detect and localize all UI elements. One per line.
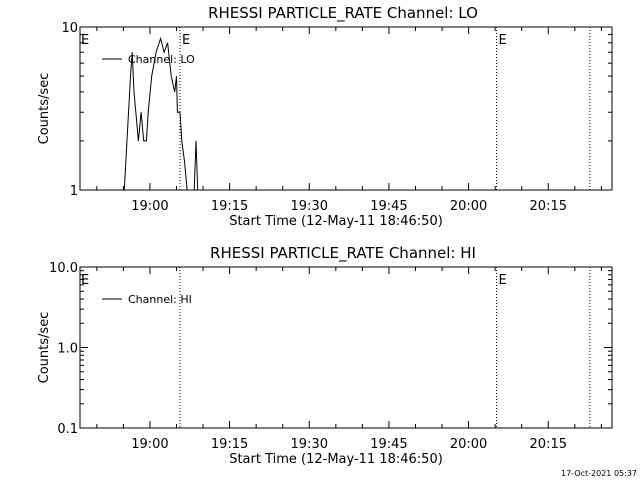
hi-channel-panel: RHESSI PARTICLE_RATE Channel: HI Start Ti… — [37, 244, 613, 467]
y-tick-label: 1 — [70, 184, 78, 199]
x-tick-label: 20:00 — [450, 199, 487, 214]
footer-timestamp: 17-Oct-2021 05:37 — [561, 469, 637, 478]
x-axis-label: Start Time (12-May-11 18:46:50) — [229, 452, 443, 467]
legend-entry: Channel: LO — [128, 53, 195, 66]
y-tick-label: 10 — [61, 21, 78, 36]
series-line — [118, 36, 199, 191]
y-tick-label: 10.0 — [49, 261, 78, 276]
x-tick-label: 19:15 — [211, 437, 248, 452]
edge-marker-label: E — [81, 273, 89, 288]
y-axis-label: Counts/sec — [37, 312, 52, 384]
x-tick-label: 19:45 — [370, 437, 407, 452]
plot-frame — [79, 26, 613, 191]
plot-frame — [79, 266, 613, 429]
x-tick-label: 20:15 — [530, 199, 567, 214]
legend-entry: Channel: HI — [128, 293, 192, 306]
x-tick-label: 20:00 — [450, 437, 487, 452]
event-marker-label: E — [498, 273, 506, 288]
x-tick-label: 19:00 — [131, 437, 168, 452]
y-tick-label: 1.0 — [57, 342, 78, 357]
chart-title: RHESSI PARTICLE_RATE Channel: HI — [210, 244, 476, 263]
x-axis-label: Start Time (12-May-11 18:46:50) — [229, 214, 443, 229]
x-tick-label: 19:45 — [370, 199, 407, 214]
chart-title: RHESSI PARTICLE_RATE Channel: LO — [208, 4, 478, 23]
y-axis-label: Counts/sec — [37, 73, 52, 145]
x-tick-label: 19:15 — [211, 199, 248, 214]
x-tick-label: 19:30 — [291, 437, 328, 452]
y-tick-label: 0.1 — [57, 422, 78, 437]
edge-marker-label: E — [81, 33, 89, 48]
x-tick-label: 19:00 — [131, 199, 168, 214]
lo-channel-panel: RHESSI PARTICLE_RATE Channel: LO Start Ti… — [37, 4, 613, 229]
x-tick-label: 20:15 — [530, 437, 567, 452]
event-marker-label: E — [182, 33, 190, 48]
x-tick-label: 19:30 — [291, 199, 328, 214]
event-marker-label: E — [498, 33, 506, 48]
